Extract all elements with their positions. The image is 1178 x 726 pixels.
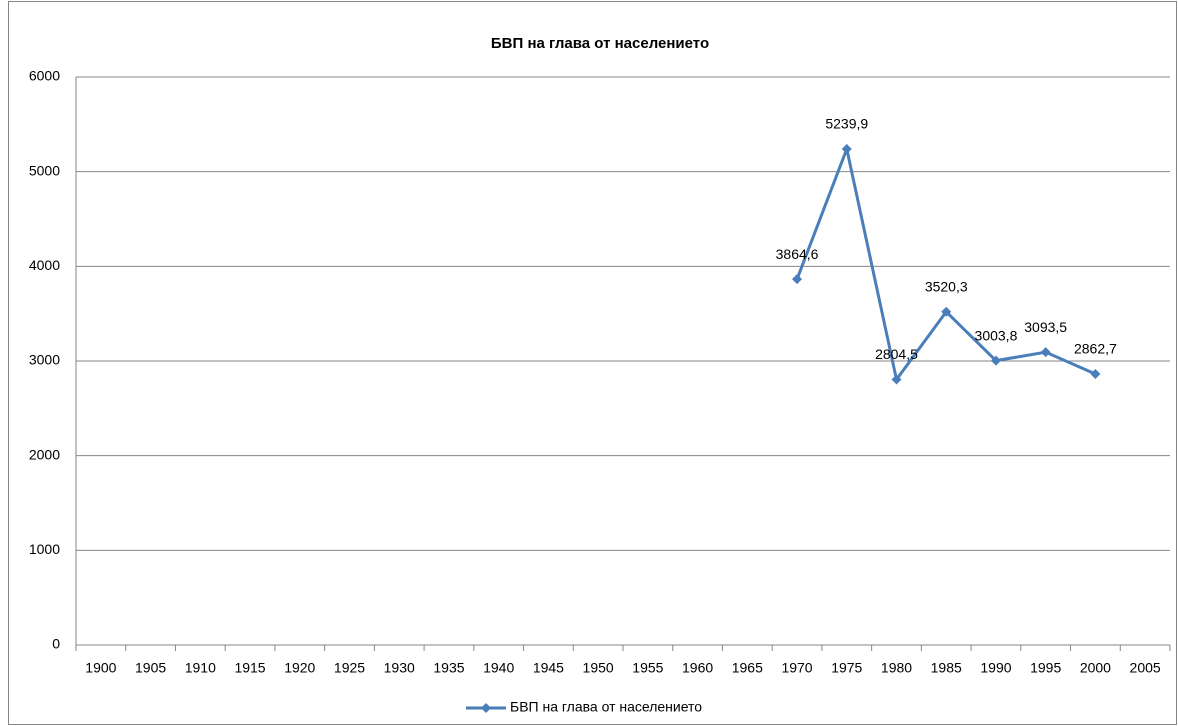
data-point bbox=[1090, 368, 1101, 379]
x-tick-label: 1990 bbox=[980, 660, 1011, 676]
x-tick-label: 1910 bbox=[185, 660, 216, 676]
data-label: 2862,7 bbox=[1074, 341, 1117, 357]
y-tick-label: 4000 bbox=[29, 257, 60, 273]
x-tick-label: 1925 bbox=[334, 660, 365, 676]
y-tick-label: 6000 bbox=[29, 68, 60, 84]
data-label: 3003,8 bbox=[975, 327, 1018, 343]
data-label: 2804,5 bbox=[875, 346, 918, 362]
x-tick-label: 1970 bbox=[781, 660, 812, 676]
y-tick-label: 2000 bbox=[29, 446, 60, 462]
x-tick-label: 1960 bbox=[682, 660, 713, 676]
data-label: 5239,9 bbox=[825, 116, 868, 132]
data-point bbox=[841, 143, 852, 154]
x-tick-label: 1950 bbox=[583, 660, 614, 676]
data-point bbox=[891, 374, 902, 385]
x-tick-label: 1935 bbox=[433, 660, 464, 676]
legend-marker bbox=[481, 703, 491, 713]
x-tick-label: 1930 bbox=[384, 660, 415, 676]
x-tick-label: 1940 bbox=[483, 660, 514, 676]
x-tick-label: 1920 bbox=[284, 660, 315, 676]
y-tick-label: 5000 bbox=[29, 162, 60, 178]
y-tick-label: 1000 bbox=[29, 541, 60, 557]
legend-label: БВП на глава от населението bbox=[510, 699, 702, 715]
x-tick-label: 1945 bbox=[533, 660, 564, 676]
x-tick-label: 2000 bbox=[1080, 660, 1111, 676]
x-tick-label: 2005 bbox=[1130, 660, 1161, 676]
chart-frame bbox=[8, 1, 1177, 725]
data-point bbox=[792, 274, 803, 285]
x-tick-label: 1905 bbox=[135, 660, 166, 676]
x-tick-label: 1980 bbox=[881, 660, 912, 676]
data-point bbox=[990, 355, 1001, 366]
x-tick-label: 1915 bbox=[234, 660, 265, 676]
x-tick-label: 1965 bbox=[732, 660, 763, 676]
x-tick-label: 1900 bbox=[85, 660, 116, 676]
data-label: 3093,5 bbox=[1024, 319, 1067, 335]
y-tick-label: 0 bbox=[52, 636, 60, 652]
data-label: 3520,3 bbox=[925, 278, 968, 294]
y-tick-label: 3000 bbox=[29, 352, 60, 368]
chart-title: БВП на глава от населението bbox=[491, 35, 709, 52]
x-tick-label: 1975 bbox=[831, 660, 862, 676]
x-tick-label: 1995 bbox=[1030, 660, 1061, 676]
data-point bbox=[1040, 347, 1051, 358]
x-tick-label: 1985 bbox=[931, 660, 962, 676]
x-tick-label: 1955 bbox=[632, 660, 663, 676]
data-label: 3864,6 bbox=[776, 246, 819, 262]
data-point bbox=[941, 306, 952, 317]
